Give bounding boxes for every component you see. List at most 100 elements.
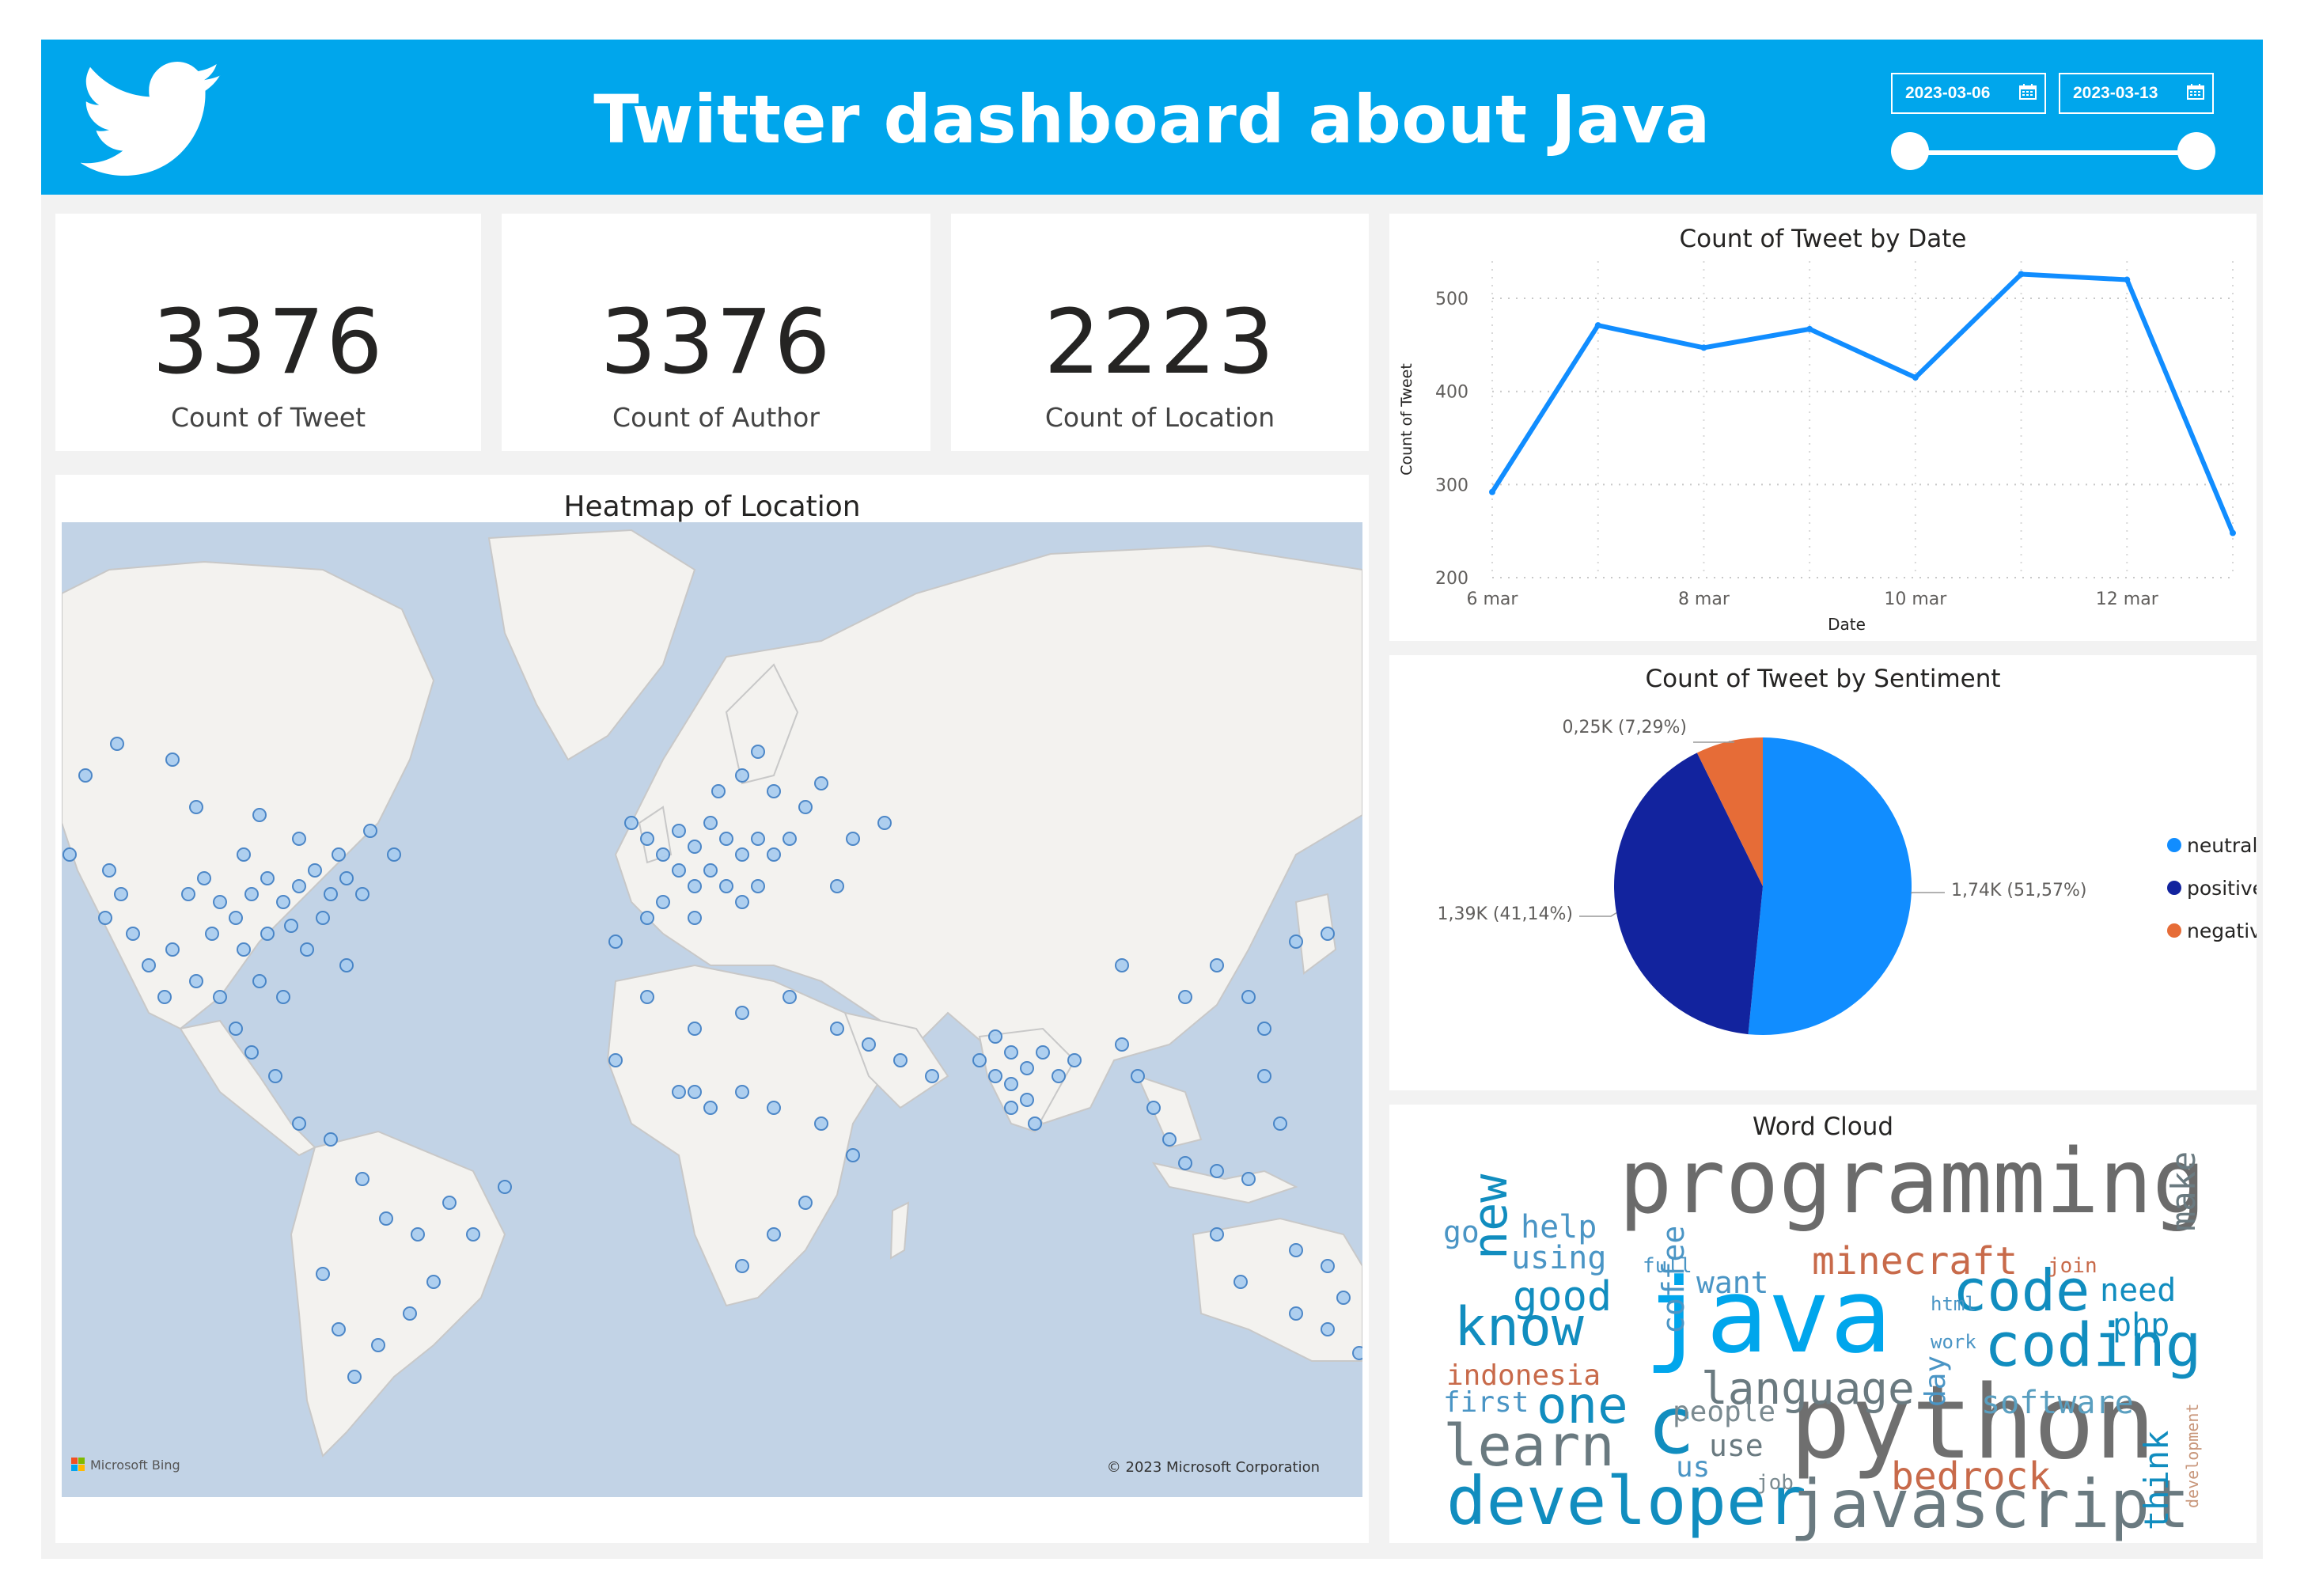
word-cloud-word[interactable]: html — [1931, 1293, 1976, 1315]
end-date-value: 2023-03-13 — [2073, 84, 2158, 102]
word-cloud-word[interactable]: php — [2113, 1307, 2169, 1344]
data-point[interactable] — [1594, 322, 1601, 329]
word-cloud-word[interactable]: us — [1676, 1451, 1710, 1484]
legend-entry-positive[interactable]: positive — [2187, 877, 2257, 900]
leader-line — [1579, 912, 1617, 917]
line-chart-title: Count of Tweet by Date — [1679, 225, 1967, 253]
word-cloud-word[interactable]: need — [2100, 1272, 2176, 1309]
word-cloud-word[interactable]: work — [1931, 1331, 1976, 1353]
calendar-icon[interactable] — [2019, 84, 2037, 100]
pie-slice-negative[interactable] — [1696, 737, 1763, 886]
word-cloud-word[interactable]: minecraft — [1812, 1239, 2018, 1283]
data-point[interactable] — [2124, 276, 2131, 283]
word-cloud-word[interactable]: development — [2183, 1404, 2202, 1508]
word-cloud-word[interactable]: java — [1644, 1256, 1892, 1376]
word-cloud-word[interactable]: want — [1696, 1265, 1769, 1300]
word-cloud-word[interactable]: c — [1647, 1379, 1695, 1472]
kpi-value: 3376 — [600, 291, 832, 394]
data-label: 1,39K (41,14%) — [1438, 904, 1573, 924]
word-cloud-word[interactable]: python — [1790, 1364, 2155, 1482]
end-date-input[interactable]: 2023-03-13 — [2059, 73, 2214, 114]
start-date-input[interactable]: 2023-03-06 — [1891, 73, 2046, 114]
word-cloud-word[interactable]: software — [1981, 1385, 2134, 1421]
word-cloud-word[interactable]: developer — [1446, 1462, 1806, 1540]
line-chart[interactable]: 200 300 400 500 6 mar 8 mar 10 mar 12 mar Date Co… — [1389, 214, 2257, 641]
pie-chart[interactable]: 1,74K (51,57%) 1,39K (41,14%) 0,25K (7,29%… — [1389, 655, 2257, 1090]
dashboard-canvas: Twitter dashboard about Java 2023-03-06 … — [41, 40, 2263, 1559]
header-bar: Twitter dashboard about Java 2023-03-06 … — [41, 40, 2263, 195]
y-tick-label: 200 — [1435, 569, 1468, 589]
legend-marker[interactable] — [2167, 881, 2181, 895]
word-cloud-word[interactable]: code — [1953, 1257, 2090, 1324]
kpi-value: 2223 — [1044, 291, 1276, 394]
word-cloud-word[interactable]: learn — [1443, 1412, 1615, 1479]
pie-chart-panel: Count of Tweet by Sentiment 1,74K (51,57… — [1389, 655, 2257, 1090]
legend-entry-neutral[interactable]: neutral — [2187, 834, 2257, 857]
word-cloud-word[interactable]: good — [1513, 1273, 1612, 1321]
word-cloud-word[interactable]: think — [2137, 1431, 2176, 1530]
data-point[interactable] — [2230, 529, 2236, 536]
kpi-card-tweets: 3376 Count of Tweet — [55, 214, 481, 451]
word-cloud-word[interactable]: using — [1511, 1240, 1606, 1276]
kpi-card-authors: 3376 Count of Author — [502, 214, 930, 451]
word-cloud-word[interactable]: one — [1537, 1377, 1628, 1435]
date-range-start-handle[interactable] — [1891, 132, 1929, 170]
leader-line — [1693, 741, 1735, 743]
y-tick-label: 300 — [1435, 476, 1468, 495]
x-tick-label: 8 mar — [1678, 589, 1730, 609]
data-point[interactable] — [1806, 325, 1813, 332]
map-attribution-right: © 2023 Microsoft Corporation — [1107, 1459, 1320, 1476]
data-point[interactable] — [2018, 271, 2025, 278]
legend-marker[interactable] — [2167, 923, 2181, 938]
map-title: Heatmap of Location — [563, 491, 861, 523]
pie-chart-title: Count of Tweet by Sentiment — [1645, 665, 2001, 693]
word-cloud-word[interactable]: javascript — [1790, 1465, 2190, 1543]
word-cloud-word[interactable]: go — [1443, 1215, 1480, 1249]
x-tick-label: 12 mar — [2096, 589, 2159, 609]
word-cloud-word[interactable]: day — [1919, 1355, 1952, 1407]
location-markers[interactable] — [63, 737, 1362, 1384]
y-tick-label: 400 — [1435, 383, 1468, 403]
word-cloud-word[interactable]: coffee — [1656, 1226, 1691, 1334]
word-cloud-word[interactable]: programming — [1619, 1131, 2206, 1234]
date-range-end-handle[interactable] — [2177, 132, 2215, 170]
word-cloud-word[interactable]: know — [1454, 1296, 1584, 1359]
word-cloud-word[interactable]: new — [1463, 1173, 1518, 1260]
word-cloud-word[interactable]: coding — [1984, 1310, 2202, 1380]
data-point[interactable] — [1489, 488, 1495, 495]
pie-slice-positive[interactable] — [1614, 753, 1763, 1035]
data-label: 1,74K (51,57%) — [1951, 881, 2086, 900]
series-line[interactable] — [1490, 271, 2235, 534]
land-masses — [62, 529, 1362, 1458]
kpi-value: 3376 — [152, 291, 385, 394]
word-cloud-word[interactable]: people — [1673, 1396, 1775, 1428]
pie-slice-neutral[interactable] — [1748, 737, 1912, 1035]
page-title: Twitter dashboard about Java — [593, 81, 1711, 158]
word-cloud-word[interactable]: help — [1521, 1209, 1597, 1245]
data-label: 0,25K (7,29%) — [1563, 718, 1687, 737]
word-cloud-word[interactable]: use — [1709, 1428, 1764, 1463]
svg-text:Microsoft Bing: Microsoft Bing — [90, 1458, 180, 1473]
data-point[interactable] — [1700, 344, 1707, 351]
word-cloud-word[interactable]: first — [1443, 1386, 1529, 1419]
data-point[interactable] — [1912, 374, 1919, 381]
date-range-slider-track[interactable] — [1907, 150, 2196, 155]
calendar-icon[interactable] — [2187, 84, 2204, 100]
word-cloud-word[interactable]: language — [1701, 1363, 1915, 1415]
legend-entry-negative[interactable]: negative — [2187, 919, 2257, 942]
kpi-label: Count of Author — [612, 402, 820, 433]
word-cloud[interactable]: programming javapythondeveloperjavascript… — [1389, 1105, 2257, 1543]
word-cloud-word[interactable]: join — [2048, 1254, 2097, 1278]
word-cloud-word[interactable]: bedrock — [1891, 1454, 2051, 1499]
word-cloud-word[interactable]: full — [1643, 1254, 1692, 1278]
x-tick-label: 10 mar — [1884, 589, 1947, 609]
word-cloud-title: Word Cloud — [1752, 1113, 1894, 1141]
word-cloud-word[interactable]: indonesia — [1446, 1359, 1601, 1392]
x-axis-title: Date — [1828, 615, 1866, 634]
legend-marker[interactable] — [2167, 838, 2181, 852]
world-map[interactable]: Microsoft Bing © 2023 Microsoft Corporat… — [62, 522, 1362, 1497]
word-cloud-word[interactable]: make — [2164, 1151, 2203, 1231]
word-cloud-word[interactable]: job — [1756, 1471, 1794, 1495]
twitter-bird-icon — [81, 62, 221, 176]
map-attribution-left: Microsoft Bing — [71, 1458, 180, 1473]
